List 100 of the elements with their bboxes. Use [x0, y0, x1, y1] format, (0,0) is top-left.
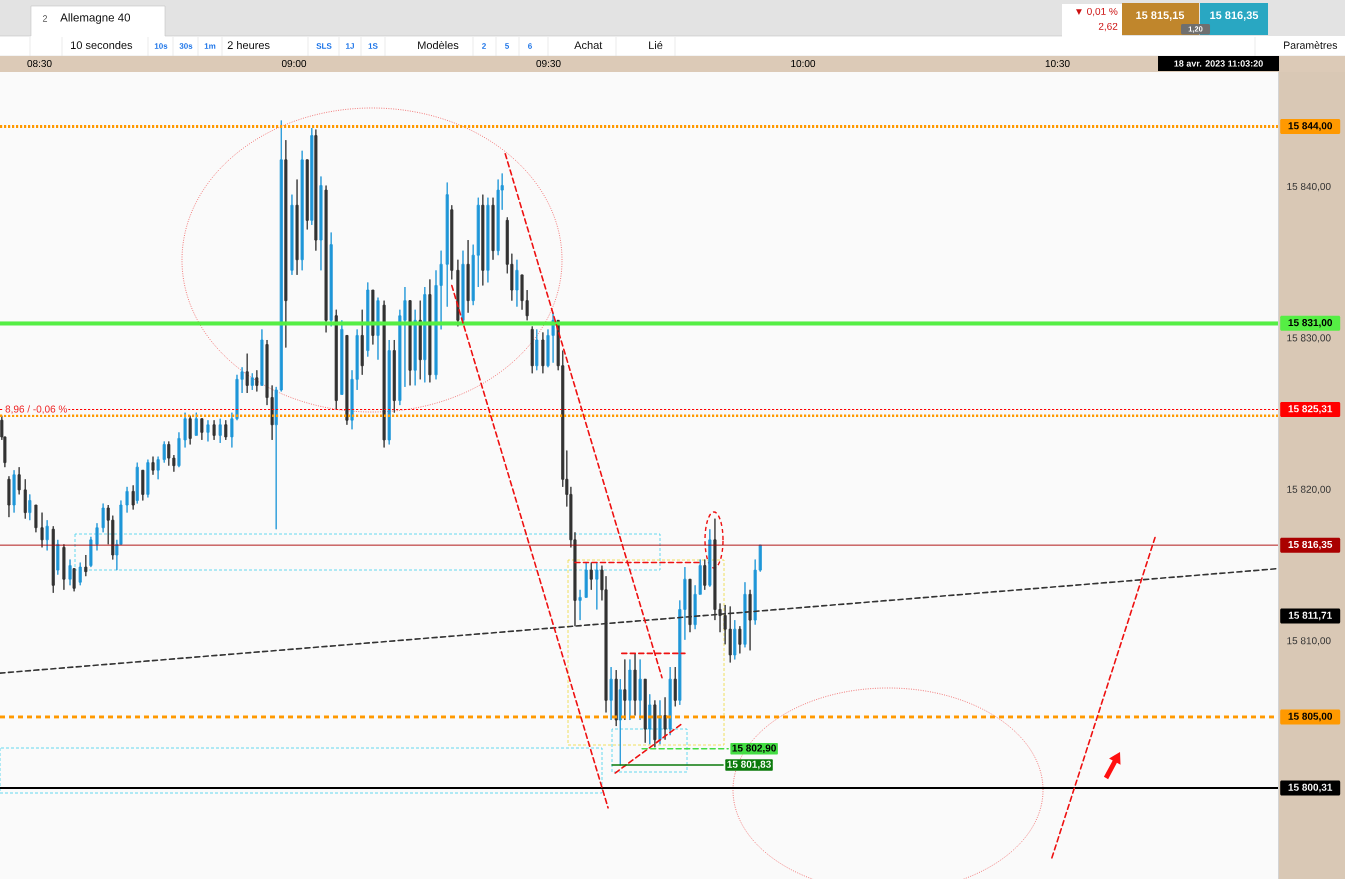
candlestick — [255, 369, 259, 392]
candlestick — [466, 239, 470, 314]
text: 10s — [154, 43, 168, 49]
candlestick — [663, 696, 667, 741]
text: 1J — [346, 43, 354, 49]
candlestick — [668, 666, 672, 736]
candlestick — [738, 625, 742, 654]
candlestick — [471, 244, 475, 306]
text: 2 — [42, 15, 48, 22]
y-tick-label: 15 840,00 — [1287, 182, 1331, 192]
text: 2 heures — [227, 40, 270, 50]
candlestick — [131, 484, 135, 511]
text: ▼ 0,01 % — [1076, 7, 1118, 17]
candlestick — [28, 493, 32, 521]
candlestick — [7, 475, 11, 518]
candlestick — [486, 197, 490, 283]
candlestick — [329, 232, 333, 327]
candlestick — [125, 486, 129, 514]
y-tick-label: 15 810,00 — [1287, 637, 1331, 646]
ref-line-label: 15 816,35 — [1288, 540, 1333, 550]
candlestick — [224, 419, 228, 441]
candlestick — [151, 456, 155, 476]
candlestick — [633, 652, 637, 716]
candlestick — [206, 419, 210, 442]
text: 18 avr. 2023 11:03:20 — [1174, 60, 1263, 67]
candlestick — [578, 589, 582, 621]
candlestick — [541, 331, 545, 374]
text: 1S — [368, 43, 378, 49]
text: 2,62 — [1098, 22, 1118, 32]
candlestick — [653, 699, 657, 748]
candlestick — [177, 431, 181, 468]
candlestick — [295, 179, 299, 276]
candlestick — [68, 559, 72, 586]
x-tick-label: 10:30 — [1045, 59, 1070, 68]
candlestick — [156, 456, 160, 480]
text: Modèles — [418, 40, 459, 50]
candlestick — [218, 418, 222, 444]
candlestick — [56, 539, 60, 576]
ref-line-label: 15 844,00 — [1288, 122, 1333, 131]
candlestick — [279, 120, 283, 392]
candlestick — [609, 666, 613, 721]
ref-line-label: 15 800,31 — [1288, 783, 1333, 793]
text: 5 — [505, 43, 509, 49]
ref-line-label: 15 825,31 — [1288, 405, 1333, 414]
candlestick — [290, 194, 294, 276]
x-tick-label: 10:00 — [791, 59, 816, 68]
data-label: 15 802,90 — [732, 744, 776, 754]
candlestick — [491, 197, 495, 261]
candlestick — [733, 619, 737, 660]
candlestick — [135, 462, 139, 504]
x-tick-label: 09:00 — [281, 59, 307, 68]
candlestick — [245, 353, 249, 394]
candlestick — [260, 328, 264, 386]
candlestick — [748, 589, 752, 651]
candlestick — [623, 659, 627, 721]
text: 15 815,15 — [1136, 11, 1185, 21]
candlestick — [595, 562, 599, 610]
candlestick — [319, 176, 323, 271]
annotation: 8,96 / -0,06 % — [5, 405, 67, 414]
candlestick — [618, 678, 622, 766]
candlestick — [515, 259, 519, 308]
candlestick — [413, 309, 417, 386]
candlestick — [376, 297, 380, 361]
text: 1m — [204, 43, 216, 49]
candlestick — [78, 562, 82, 586]
text: 2 — [482, 43, 486, 49]
candlestick — [62, 543, 66, 591]
candlestick — [476, 197, 480, 288]
candlestick — [535, 328, 539, 371]
ref-line-label: 15 805,00 — [1288, 712, 1333, 722]
candlestick — [250, 372, 254, 391]
candlestick — [274, 386, 278, 530]
candlestick — [340, 319, 344, 395]
candlestick — [445, 182, 449, 308]
candlestick — [638, 659, 642, 721]
candlestick — [423, 286, 427, 383]
candlestick — [162, 440, 166, 464]
x-tick-label: 09:30 — [536, 59, 561, 68]
chart-title: Allemagne 40 — [60, 13, 131, 24]
candlestick — [194, 412, 198, 436]
text: 15 816,35 — [1210, 11, 1259, 21]
candlestick — [84, 554, 88, 577]
candlestick — [212, 419, 216, 441]
x-tick-label: 08:30 — [27, 59, 52, 68]
ref-line-label: 15 831,00 — [1288, 319, 1333, 328]
candlestick — [183, 412, 187, 448]
candlestick — [743, 581, 747, 648]
data-label: 15 801,83 — [727, 760, 771, 770]
candlestick — [310, 127, 314, 226]
candlestick — [200, 418, 204, 441]
y-tick-label: 15 830,00 — [1287, 334, 1331, 343]
candlestick — [95, 522, 99, 551]
candlestick — [584, 562, 588, 598]
candlestick — [12, 469, 16, 514]
y-tick-label: 15 820,00 — [1287, 485, 1331, 495]
candlestick — [300, 150, 304, 271]
text: 6 — [528, 43, 532, 49]
candlestick — [40, 512, 44, 548]
text: Lié — [649, 40, 663, 50]
candlestick — [366, 282, 370, 358]
